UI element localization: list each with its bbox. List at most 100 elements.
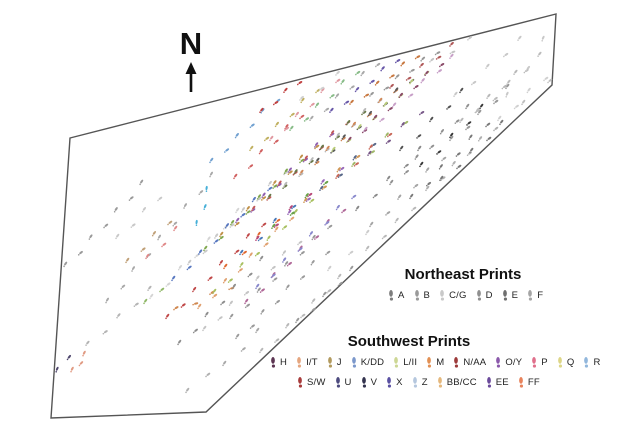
footprint bbox=[314, 235, 320, 240]
legend-label: K/DD bbox=[360, 357, 385, 368]
footprint bbox=[298, 154, 303, 160]
footprint bbox=[367, 110, 372, 117]
trackway bbox=[505, 35, 545, 98]
footprint bbox=[327, 265, 332, 272]
legend-southwest-row2: S/W U V X Z bbox=[296, 376, 540, 389]
footprint bbox=[335, 173, 340, 179]
legend-item-bbcc: BB/CC bbox=[436, 376, 477, 389]
footprint bbox=[372, 114, 378, 120]
legend-label: O/Y bbox=[505, 357, 523, 368]
footprint bbox=[323, 180, 329, 186]
footprint bbox=[403, 170, 409, 175]
footprint bbox=[157, 234, 161, 241]
footprint bbox=[468, 134, 473, 140]
footprint bbox=[235, 333, 240, 340]
footprint bbox=[400, 61, 405, 67]
footprint bbox=[320, 179, 325, 185]
legend-southwest-row1: H I/T J K/DD L/II bbox=[269, 356, 601, 369]
footprint bbox=[429, 58, 435, 63]
footprint bbox=[425, 185, 430, 192]
footprint bbox=[521, 99, 526, 106]
trackway bbox=[145, 225, 178, 260]
footprint bbox=[234, 133, 239, 139]
footprint bbox=[128, 196, 134, 201]
trackway bbox=[259, 81, 303, 113]
footprint bbox=[517, 35, 522, 41]
footprint bbox=[309, 157, 314, 163]
legend-label: B bbox=[423, 290, 431, 301]
footprint bbox=[465, 103, 470, 110]
footprint bbox=[352, 155, 357, 161]
footprint bbox=[105, 297, 109, 304]
trackway bbox=[251, 120, 351, 212]
trackway bbox=[105, 171, 213, 304]
footprint bbox=[319, 144, 324, 150]
footprint bbox=[363, 93, 370, 98]
footprint bbox=[212, 288, 217, 295]
footprint bbox=[220, 300, 226, 306]
legend-northeast: A B C/G D E bbox=[387, 289, 543, 302]
footprint bbox=[291, 204, 297, 210]
footprint bbox=[326, 289, 332, 294]
footprint bbox=[284, 261, 289, 267]
legend-item-m: M bbox=[425, 356, 444, 369]
footprint bbox=[449, 50, 456, 55]
footprint bbox=[133, 302, 139, 307]
trackway bbox=[219, 144, 320, 238]
footprint bbox=[274, 299, 280, 305]
footprint bbox=[449, 53, 454, 59]
legend-item-j: J bbox=[326, 356, 342, 369]
footprint bbox=[309, 102, 315, 108]
footprint bbox=[391, 102, 397, 108]
footprint bbox=[351, 161, 356, 167]
footprint bbox=[192, 302, 199, 306]
footprint bbox=[228, 300, 233, 306]
footprint bbox=[233, 173, 238, 180]
footprint bbox=[249, 123, 255, 129]
footprint bbox=[147, 285, 152, 291]
footprint bbox=[398, 92, 403, 98]
trackway bbox=[202, 240, 303, 332]
footprint bbox=[222, 360, 227, 367]
footprint bbox=[261, 222, 267, 228]
trackway bbox=[212, 198, 315, 295]
footprint bbox=[303, 197, 308, 204]
footprint-icon bbox=[496, 356, 501, 368]
footprint bbox=[172, 221, 178, 227]
trackway bbox=[521, 78, 553, 106]
footprint bbox=[347, 136, 352, 142]
footprint bbox=[198, 190, 204, 195]
footprint bbox=[85, 340, 90, 346]
trackway bbox=[425, 126, 499, 192]
footprint bbox=[274, 338, 280, 343]
footprint bbox=[297, 247, 303, 252]
footprint bbox=[180, 303, 186, 308]
footprint bbox=[389, 179, 394, 186]
footprint bbox=[192, 286, 197, 293]
trackway bbox=[85, 285, 152, 346]
footprint bbox=[493, 126, 499, 132]
footprint bbox=[336, 167, 341, 173]
footprint bbox=[218, 260, 223, 266]
footprint bbox=[375, 63, 381, 68]
footprint bbox=[419, 111, 425, 116]
trackway bbox=[419, 103, 484, 168]
trackway bbox=[125, 220, 173, 264]
footprint bbox=[289, 112, 295, 118]
footprint bbox=[455, 152, 461, 157]
footprint bbox=[499, 119, 504, 126]
footprint bbox=[259, 288, 265, 293]
footprint bbox=[320, 87, 325, 94]
footprint bbox=[438, 164, 443, 170]
footprint bbox=[362, 108, 367, 114]
footprint bbox=[206, 236, 211, 242]
footprint bbox=[339, 166, 345, 172]
footprint bbox=[349, 265, 354, 272]
footprint bbox=[307, 192, 313, 198]
footprint bbox=[416, 134, 422, 139]
footprint bbox=[385, 211, 391, 216]
footprint bbox=[414, 154, 419, 160]
footprint bbox=[466, 121, 472, 126]
legend-item-lii: L/II bbox=[392, 356, 417, 369]
footprint bbox=[360, 70, 365, 77]
